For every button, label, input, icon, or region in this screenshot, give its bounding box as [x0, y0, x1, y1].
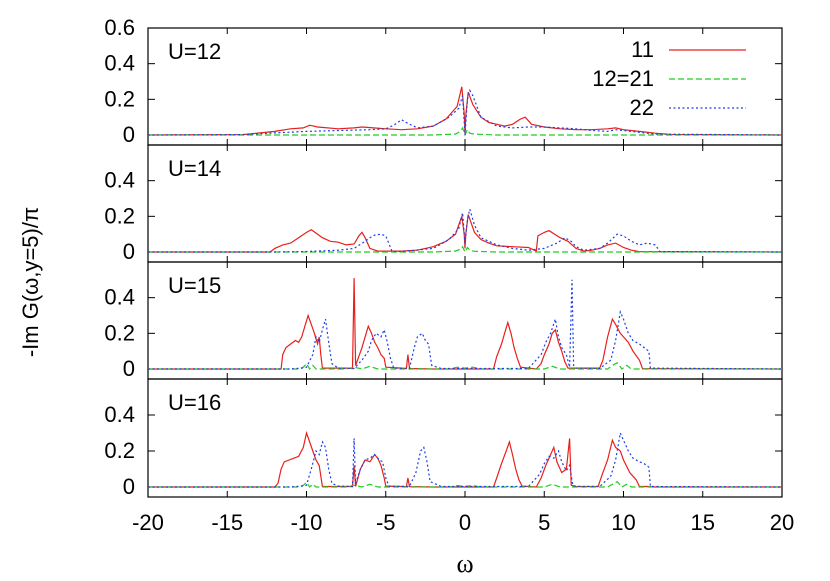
series-line-22 [148, 279, 782, 370]
x-tick-label: -5 [376, 510, 396, 535]
y-tick-label: 0 [123, 239, 135, 264]
series-line-11 [148, 86, 782, 136]
panel-label: U=12 [168, 39, 221, 64]
series-line-11 [148, 430, 782, 488]
panels: 0 0.2 0.4 0.6 U=12 0 0.2 0.4 U=14 0 0.2 0.4 U=15 0 0.2… [104, 15, 783, 499]
panel-2: 0 0.2 0.4 U=14 [104, 144, 783, 264]
x-tick-label: 0 [459, 510, 471, 535]
y-tick-label: 0.4 [104, 168, 135, 193]
x-tick-label: -15 [211, 510, 243, 535]
legend-label: 22 [630, 95, 654, 120]
legend-label: 12=21 [592, 66, 654, 91]
y-tick-label: 0.2 [104, 438, 135, 463]
y-axis-label: -Im G(ω,y=5)/π [18, 207, 43, 357]
y-tick-label: 0.4 [104, 51, 135, 76]
legend-label: 11 [631, 37, 654, 62]
panel-frame [147, 261, 783, 380]
y-tick-label: 0.4 [104, 285, 135, 310]
x-tick-label: -20 [132, 510, 164, 535]
x-tick-label: 20 [770, 510, 794, 535]
y-tick-label: 0.4 [104, 402, 135, 427]
series-line-22 [148, 209, 782, 253]
legend: 11 12=21 22 [592, 37, 746, 120]
x-axis-label: ω [456, 549, 473, 578]
panel-label: U=16 [168, 390, 221, 415]
series-line-12-21 [148, 480, 782, 488]
y-tick-label: 0.2 [104, 320, 135, 345]
panel-1: 0 0.2 0.4 0.6 U=12 [104, 15, 783, 147]
series-line-11 [148, 214, 782, 253]
y-tick-label: 0 [123, 356, 135, 381]
y-tick-label: 0.2 [104, 203, 135, 228]
panel-label: U=14 [168, 156, 221, 181]
y-tick-label: 0.6 [104, 15, 135, 40]
x-tick-label: 5 [538, 510, 550, 535]
panel-4: 0 0.2 0.4 U=16 [104, 378, 783, 499]
series-line-11 [148, 278, 782, 370]
series-line-22 [148, 88, 782, 136]
x-tick-label: 10 [611, 510, 635, 535]
y-tick-label: 0 [123, 122, 135, 147]
panel-frame [147, 378, 783, 498]
panel-label: U=15 [168, 273, 221, 298]
series-line-22 [148, 430, 782, 488]
series-line-12-21 [148, 362, 782, 371]
panel-3: 0 0.2 0.4 U=15 [104, 261, 783, 381]
x-tick-label: 15 [691, 510, 715, 535]
y-tick-label: 0 [123, 474, 135, 499]
x-tick-label: -10 [291, 510, 323, 535]
y-tick-label: 0.2 [104, 86, 135, 111]
series-line-12-21 [148, 245, 782, 254]
x-tick-labels: -20 -15 -10 -5 0 5 10 15 20 [132, 510, 794, 535]
